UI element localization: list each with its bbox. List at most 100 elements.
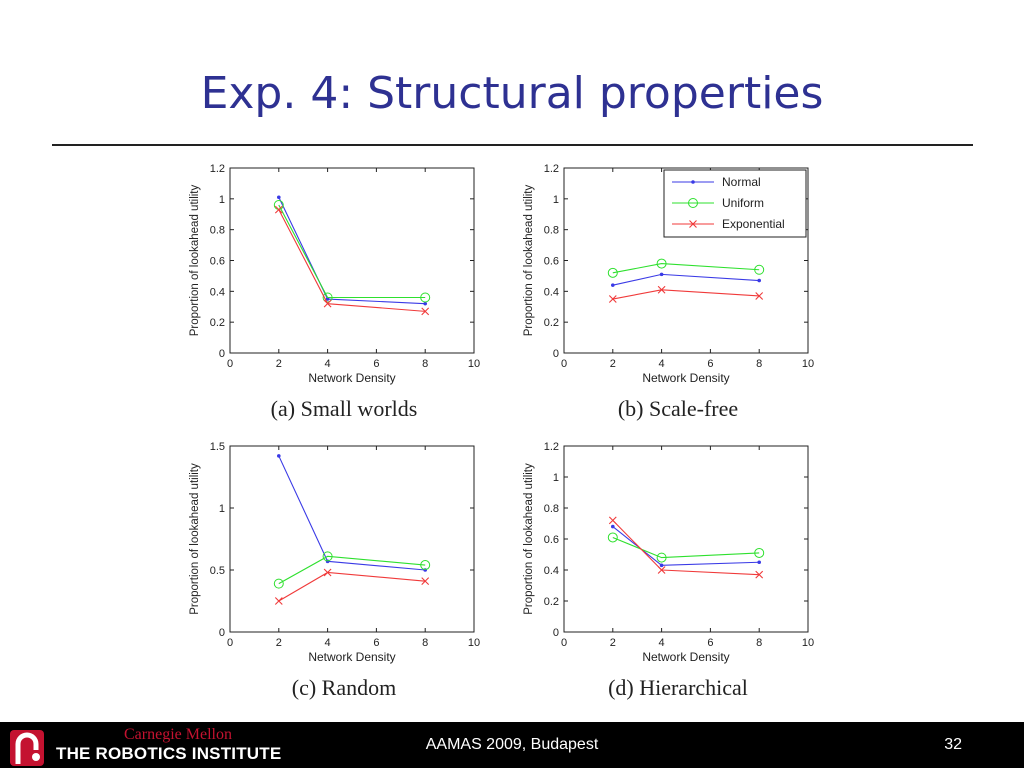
robotics-institute-wordmark: THE ROBOTICS INSTITUTE bbox=[56, 744, 282, 763]
data-point-normal bbox=[325, 297, 330, 301]
series-normal bbox=[277, 195, 428, 306]
x-tick-label: 6 bbox=[707, 637, 713, 649]
legend-marker-normal bbox=[691, 180, 695, 184]
x-tick-label: 4 bbox=[325, 637, 331, 649]
x-axis-label: Network Density bbox=[642, 371, 729, 385]
title-divider bbox=[52, 144, 973, 146]
x-tick-label: 2 bbox=[610, 637, 616, 649]
series-line-uniform bbox=[612, 263, 760, 274]
series-normal bbox=[611, 272, 761, 287]
data-point-exponential bbox=[274, 205, 283, 214]
y-tick-label: 0.6 bbox=[210, 256, 225, 268]
data-point-exponential bbox=[608, 295, 617, 303]
data-point-uniform bbox=[656, 552, 667, 563]
conference-label: AAMAS 2009, Budapest bbox=[425, 736, 599, 753]
x-tick-label: 0 bbox=[561, 358, 567, 370]
y-tick-label: 0 bbox=[553, 627, 559, 639]
y-axis-label: Proportion of lookahead utility bbox=[189, 463, 201, 615]
series-exponential bbox=[608, 285, 764, 303]
x-tick-label: 0 bbox=[227, 358, 233, 370]
x-tick-label: 10 bbox=[468, 637, 480, 649]
x-tick-label: 10 bbox=[802, 637, 814, 649]
data-point-exponential bbox=[421, 577, 430, 586]
data-point-uniform bbox=[656, 258, 667, 269]
x-tick-label: 10 bbox=[468, 358, 480, 370]
x-axis-label: Network Density bbox=[308, 650, 395, 664]
series-exponential bbox=[608, 516, 764, 579]
legend-marker-uniform bbox=[688, 198, 698, 208]
data-point-exponential bbox=[755, 292, 764, 300]
x-tick-label: 8 bbox=[756, 358, 762, 370]
y-tick-label: 0.2 bbox=[544, 596, 559, 608]
footer-bar: Carnegie Mellon THE ROBOTICS INSTITUTE A… bbox=[0, 722, 1024, 768]
data-point-uniform bbox=[754, 264, 765, 275]
data-point-exponential bbox=[274, 597, 283, 605]
x-tick-label: 6 bbox=[373, 637, 379, 649]
y-tick-label: 1.2 bbox=[544, 163, 559, 175]
plot-area bbox=[229, 445, 475, 633]
series-uniform bbox=[273, 551, 431, 589]
series-exponential bbox=[274, 205, 430, 316]
y-axis-label: Proportion of lookahead utility bbox=[189, 184, 201, 336]
series-normal bbox=[611, 524, 761, 568]
data-point-uniform bbox=[607, 532, 618, 543]
y-axis-label: Proportion of lookahead utility bbox=[523, 184, 535, 336]
data-point-exponential bbox=[323, 568, 332, 577]
data-point-uniform bbox=[322, 292, 333, 303]
cmu-logo: Carnegie Mellon THE ROBOTICS INSTITUTE bbox=[0, 722, 290, 768]
data-point-normal bbox=[611, 283, 615, 287]
y-tick-label: 1 bbox=[219, 503, 225, 515]
x-tick-label: 4 bbox=[659, 637, 665, 649]
x-tick-label: 6 bbox=[373, 358, 379, 370]
y-tick-label: 1.5 bbox=[210, 441, 225, 453]
legend-label-normal: Normal bbox=[722, 175, 761, 189]
data-point-uniform bbox=[754, 547, 765, 558]
caption-hierarchical: (d) Hierarchical bbox=[608, 675, 748, 700]
x-axis-label: Network Density bbox=[642, 650, 729, 664]
x-tick-label: 6 bbox=[707, 358, 713, 370]
data-point-exponential bbox=[657, 566, 666, 574]
plot-area bbox=[563, 445, 809, 633]
y-tick-label: 0.2 bbox=[544, 317, 559, 329]
x-tick-label: 10 bbox=[802, 358, 814, 370]
legend-marker-exponential bbox=[689, 220, 697, 228]
x-tick-label: 2 bbox=[276, 358, 282, 370]
data-point-normal bbox=[277, 454, 281, 458]
caption-random: (c) Random bbox=[291, 675, 397, 700]
y-tick-label: 0.6 bbox=[544, 534, 559, 546]
series-exponential bbox=[274, 568, 430, 605]
x-axis-label: Network Density bbox=[308, 371, 395, 385]
robotics-institute-icon bbox=[10, 730, 44, 766]
series-uniform bbox=[607, 532, 765, 563]
page-number: 32 bbox=[944, 736, 962, 753]
data-point-exponential bbox=[421, 307, 430, 316]
y-tick-label: 0.4 bbox=[544, 565, 559, 577]
data-point-normal bbox=[757, 278, 761, 283]
data-point-exponential bbox=[323, 299, 332, 308]
chart-legend: Normal Uniform Exponential bbox=[663, 169, 807, 238]
y-tick-label: 0.6 bbox=[544, 256, 559, 268]
series-line-uniform bbox=[612, 536, 760, 559]
data-point-normal bbox=[757, 560, 761, 565]
data-point-uniform bbox=[322, 551, 333, 562]
data-point-normal bbox=[611, 524, 615, 529]
x-tick-label: 2 bbox=[276, 637, 282, 649]
y-tick-label: 1 bbox=[553, 472, 559, 484]
y-tick-label: 0 bbox=[219, 348, 225, 360]
y-tick-label: 0.2 bbox=[210, 317, 225, 329]
x-tick-label: 2 bbox=[610, 358, 616, 370]
y-tick-label: 0.4 bbox=[544, 286, 559, 298]
y-tick-label: 0 bbox=[553, 348, 559, 360]
y-tick-label: 1 bbox=[219, 194, 225, 206]
slide-title: Exp. 4: Structural properties bbox=[200, 68, 824, 119]
y-tick-label: 1.2 bbox=[544, 441, 559, 453]
y-tick-label: 0.5 bbox=[210, 565, 225, 577]
legend-label-exponential: Exponential bbox=[722, 217, 785, 231]
y-tick-label: 0.8 bbox=[544, 503, 559, 515]
x-tick-label: 0 bbox=[227, 637, 233, 649]
data-point-normal bbox=[277, 195, 281, 200]
